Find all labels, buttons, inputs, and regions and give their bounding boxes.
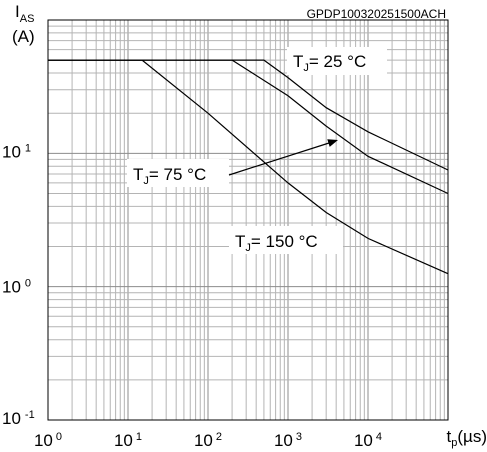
x-axis-label: tp(µs) <box>447 427 487 449</box>
x-tick-labels: 10 0 10 1 10 2 10 3 10 4 <box>34 431 382 450</box>
x-tick-label: 10 2 <box>194 431 222 450</box>
x-tick-label: 10 0 <box>34 431 62 450</box>
label-arrow <box>228 142 330 176</box>
arrow-head <box>327 139 338 147</box>
grid <box>48 20 448 420</box>
curve-tj-75 <box>48 59 449 195</box>
curve-labels: TJ= 25 °C TJ= 75 °C TJ= 150 °C <box>127 47 387 254</box>
x-tick-label: 10 3 <box>274 431 302 450</box>
curve-label-background <box>127 159 229 187</box>
chart-title: GPDP100320251500ACH <box>307 7 446 21</box>
curve-label: TJ= 75 °C <box>133 165 206 187</box>
curve-tj-150 <box>48 59 449 275</box>
x-tick-label: 10 4 <box>354 431 382 450</box>
plot-frame <box>47 19 449 421</box>
curve-label: TJ= 150 °C <box>235 232 318 254</box>
curve-label: TJ= 25 °C <box>293 52 366 74</box>
y-tick-label: 10 0 <box>2 278 31 297</box>
y-axis-label: IAS <box>15 2 34 25</box>
curve-label-background <box>229 226 343 254</box>
curve-label-background <box>287 47 387 75</box>
y-tick-label: 10 1 <box>2 142 31 161</box>
curves <box>48 59 449 275</box>
y-axis-unit: (A) <box>12 27 35 46</box>
x-tick-label: 10 1 <box>114 431 142 450</box>
y-tick-label: 10 -1 <box>2 409 35 428</box>
